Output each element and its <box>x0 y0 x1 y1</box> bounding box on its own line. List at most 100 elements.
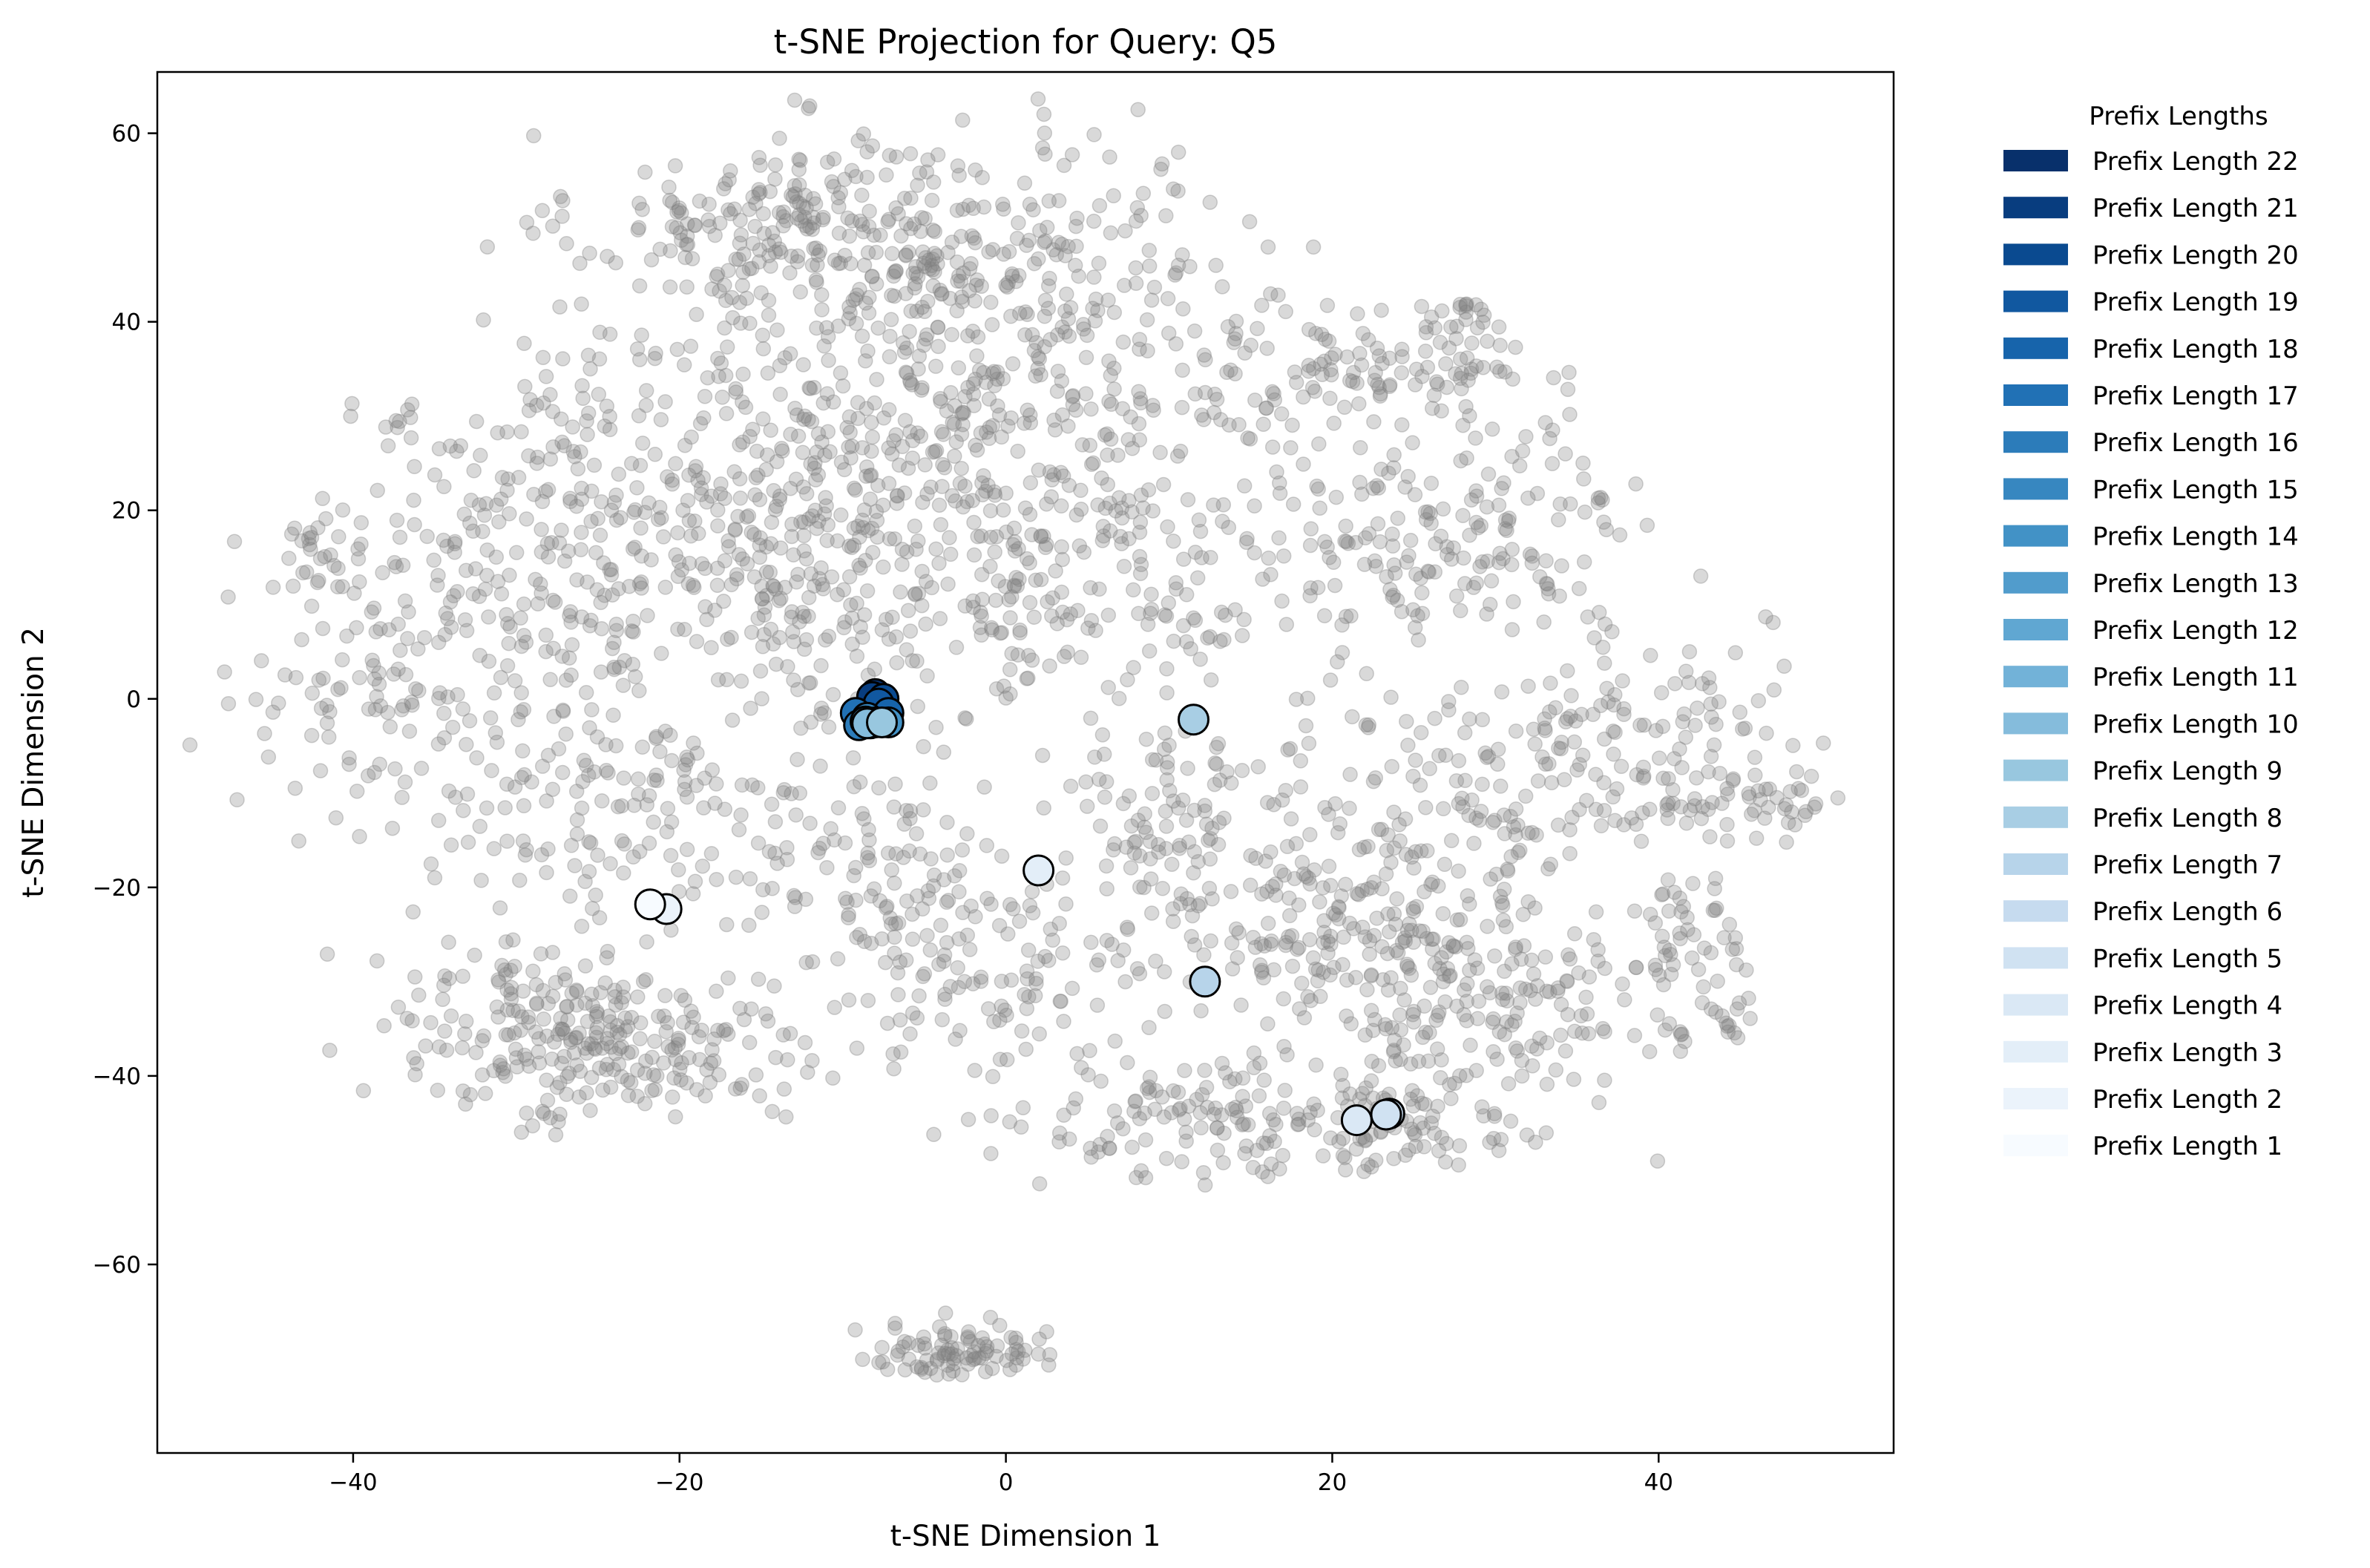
background-point <box>1394 603 1410 620</box>
background-point <box>1146 279 1163 295</box>
background-point <box>1234 763 1250 778</box>
background-point <box>1073 482 1089 499</box>
background-point <box>631 408 647 424</box>
background-point <box>981 244 997 260</box>
background-point <box>742 428 758 445</box>
background-point <box>750 610 766 626</box>
background-point <box>918 574 934 589</box>
legend-entry-label: Prefix Length 16 <box>2092 428 2299 458</box>
background-point <box>753 285 769 301</box>
background-point <box>1724 942 1741 957</box>
background-point <box>647 447 663 462</box>
background-point <box>1483 871 1498 887</box>
background-point <box>983 1146 999 1161</box>
background-point <box>786 634 802 649</box>
background-point <box>641 495 657 511</box>
background-point <box>499 776 515 792</box>
background-point <box>499 424 515 440</box>
background-point <box>350 551 367 567</box>
background-point <box>1100 607 1117 623</box>
background-point <box>703 640 719 655</box>
background-point <box>533 946 549 962</box>
background-point <box>658 1023 674 1040</box>
background-point <box>1302 537 1319 554</box>
background-point <box>1100 1129 1115 1144</box>
background-point <box>718 292 734 309</box>
background-point <box>1345 374 1361 390</box>
background-point <box>940 576 956 592</box>
legend-entry-label: Prefix Length 7 <box>2092 850 2282 880</box>
background-point <box>841 907 856 922</box>
background-point <box>992 1317 1008 1334</box>
background-point <box>381 622 397 637</box>
background-point <box>1739 962 1754 978</box>
background-point <box>1197 384 1213 401</box>
background-point <box>1078 386 1094 401</box>
background-point <box>745 235 761 252</box>
background-point <box>898 247 914 263</box>
background-point <box>1381 465 1396 481</box>
background-point <box>913 223 929 240</box>
background-point <box>1273 406 1290 421</box>
background-point <box>577 995 593 1011</box>
background-point <box>1146 402 1161 419</box>
background-point <box>945 488 960 504</box>
background-point <box>830 800 847 816</box>
background-point <box>804 257 821 273</box>
background-point <box>1361 717 1377 733</box>
background-point <box>438 605 454 621</box>
background-point <box>856 934 873 950</box>
background-point <box>773 244 789 260</box>
background-point <box>1653 685 1670 701</box>
background-point <box>1209 1142 1226 1158</box>
background-point <box>918 331 933 347</box>
background-point <box>313 701 329 716</box>
background-point <box>953 460 969 476</box>
background-point <box>890 987 906 1003</box>
background-point <box>1203 933 1218 949</box>
background-point <box>1116 278 1132 293</box>
background-point <box>728 381 744 397</box>
background-point <box>1030 361 1046 376</box>
background-point <box>519 214 535 230</box>
background-point <box>1492 338 1508 353</box>
background-point <box>1543 775 1560 791</box>
background-point <box>750 835 767 851</box>
background-point <box>998 485 1014 501</box>
background-point <box>459 786 476 802</box>
background-point <box>995 197 1011 212</box>
background-point <box>515 983 531 999</box>
background-point <box>1591 1095 1607 1111</box>
background-point <box>388 413 404 429</box>
background-point <box>632 1031 648 1047</box>
background-point <box>1160 519 1175 535</box>
background-point <box>430 1083 446 1098</box>
background-point <box>718 367 734 384</box>
background-point <box>801 511 817 527</box>
background-point <box>1495 912 1511 928</box>
background-point <box>850 395 866 410</box>
background-point <box>1405 1098 1421 1114</box>
background-point <box>1338 518 1353 534</box>
background-point <box>715 390 730 405</box>
background-point <box>893 228 909 244</box>
background-point <box>954 842 971 858</box>
background-point <box>631 683 647 698</box>
legend-entry-label: Prefix Length 1 <box>2092 1132 2282 1161</box>
background-point <box>288 669 304 686</box>
background-point <box>1448 366 1463 382</box>
background-point <box>767 244 784 260</box>
background-point <box>1158 208 1174 223</box>
background-point <box>1260 1016 1276 1031</box>
background-point <box>910 585 927 602</box>
background-point <box>1281 908 1298 924</box>
background-point <box>1681 675 1697 690</box>
background-point <box>1275 1147 1291 1164</box>
background-point <box>813 657 829 674</box>
background-point <box>681 1050 697 1066</box>
background-point <box>664 752 680 769</box>
background-point <box>996 246 1011 262</box>
background-point <box>1464 335 1480 351</box>
background-point <box>709 577 726 594</box>
background-point <box>1223 884 1239 899</box>
